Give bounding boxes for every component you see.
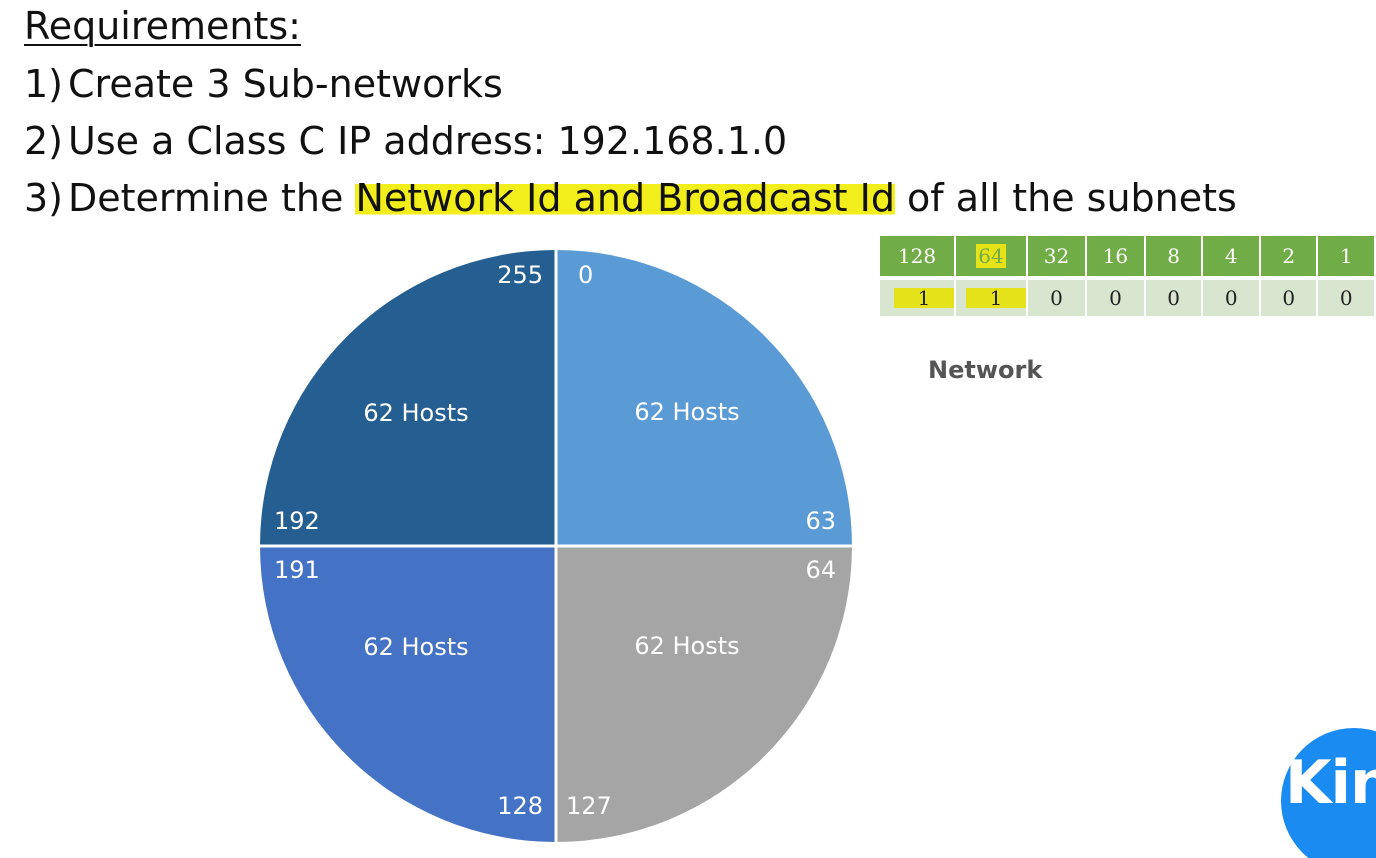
pie-quadrant-0-63 [556, 250, 852, 546]
pie-label-start-192: 192 [274, 507, 320, 535]
bit-value-64: 1 [955, 278, 1028, 316]
bit-values-row: 1 1 0 0 0 0 0 0 [880, 278, 1376, 316]
pie-quadrant-64-127 [556, 546, 852, 842]
pie-quadrant-1-hosts: 62 Hosts [634, 632, 739, 660]
bit-weight-32: 32 [1027, 236, 1087, 280]
bit-weights-row: 128 64 32 16 8 4 2 1 [880, 236, 1376, 280]
pie-label-start-64: 64 [805, 556, 836, 584]
brand-logo-text: King [1285, 748, 1376, 818]
pie-label-end-191: 191 [274, 556, 320, 584]
requirements-title: Requirements: [24, 4, 301, 48]
bit-weight-4: 4 [1202, 236, 1261, 280]
bit-value-64-highlight: 1 [966, 288, 1026, 308]
requirement-3-text-pre: Determine the [68, 176, 356, 220]
requirement-3-number: 3) [24, 176, 64, 220]
requirement-2-text: Use a Class C IP address: 192.168.1.0 [68, 119, 788, 163]
binary-bit-table: 128 64 32 16 8 4 2 1 1 1 0 0 0 0 0 0 [880, 236, 1376, 316]
requirement-3-text-post: of all the subnets [894, 176, 1237, 220]
bit-weight-64-highlight: 64 [976, 244, 1006, 268]
network-label: Network [928, 356, 1043, 384]
pie-label-end-127: 127 [566, 792, 612, 820]
bit-value-2: 0 [1259, 278, 1319, 316]
bit-value-4: 0 [1202, 278, 1261, 316]
requirement-3: 3) Determine the Network Id and Broadcast… [24, 174, 1237, 222]
bit-weight-8: 8 [1144, 236, 1204, 280]
bit-value-32: 0 [1027, 278, 1087, 316]
pie-quadrant-192-255 [260, 250, 556, 546]
bit-value-128: 1 [880, 278, 956, 316]
requirement-1-number: 1) [24, 62, 64, 106]
pie-quadrant-2-hosts: 62 Hosts [363, 633, 468, 661]
bit-value-8: 0 [1144, 278, 1204, 316]
pie-quadrant-3-hosts: 62 Hosts [363, 399, 468, 427]
bit-weight-16: 16 [1085, 236, 1146, 280]
brand-logo: King [1281, 728, 1376, 858]
bit-weight-1: 1 [1317, 236, 1376, 280]
bit-value-16: 0 [1085, 278, 1146, 316]
requirement-2-number: 2) [24, 119, 64, 163]
bit-value-1: 0 [1317, 278, 1376, 316]
requirement-3-highlight: Network Id and Broadcast Id [355, 176, 895, 220]
pie-label-start-128: 128 [497, 792, 543, 820]
bit-weight-64: 64 [955, 236, 1028, 280]
requirement-2: 2) Use a Class C IP address: 192.168.1.0 [24, 117, 787, 165]
bit-value-128-highlight: 1 [894, 288, 954, 308]
requirement-1: 1) Create 3 Sub-networks [24, 60, 503, 108]
pie-quadrant-128-191 [260, 546, 556, 842]
bit-weight-2: 2 [1259, 236, 1319, 280]
pie-label-end-63: 63 [805, 507, 836, 535]
requirement-1-text: Create 3 Sub-networks [68, 62, 503, 106]
pie-label-start-0: 0 [578, 261, 593, 289]
pie-label-end-255: 255 [497, 261, 543, 289]
bit-weight-128: 128 [880, 236, 956, 280]
pie-quadrant-0-hosts: 62 Hosts [634, 398, 739, 426]
